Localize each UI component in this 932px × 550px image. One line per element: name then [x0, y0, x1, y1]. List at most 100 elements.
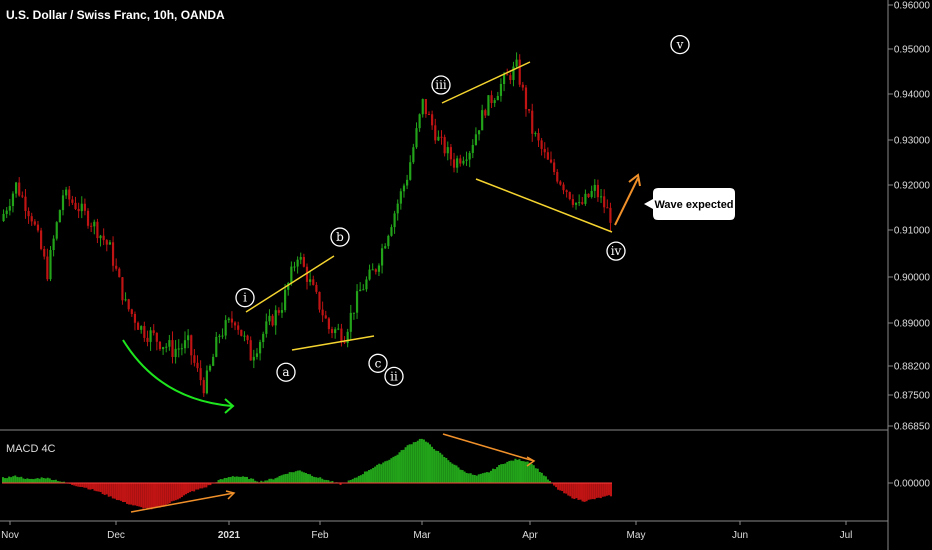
candle-body: [8, 206, 11, 211]
macd-histogram-bar: [398, 452, 401, 483]
candle-body: [99, 235, 102, 239]
candle-body: [102, 235, 105, 241]
candle-body: [540, 140, 543, 149]
macd-histogram-bar: [481, 473, 484, 483]
candle-body: [334, 329, 337, 334]
green-curved-arrow: [122, 339, 233, 407]
wave-label-circle: [384, 366, 404, 387]
candle-body: [287, 282, 290, 290]
candle-body: [565, 190, 568, 193]
macd-histogram-bar: [154, 483, 157, 509]
candle-body: [124, 299, 127, 301]
macd-histogram-bar: [34, 478, 37, 483]
candle-body: [593, 184, 596, 191]
macd-histogram-bar: [6, 478, 9, 483]
candle-body: [55, 222, 58, 239]
macd-histogram-bar: [16, 476, 19, 483]
macd-histogram-bar: [294, 471, 297, 483]
wave-label-text: c: [375, 356, 382, 370]
price-tick-label: 0.93000: [894, 136, 931, 147]
macd-histogram-bar: [264, 480, 267, 483]
candle-body: [484, 110, 487, 116]
wave-expected-callout: Wave expected: [644, 188, 735, 220]
macd-histogram-bar: [439, 452, 442, 483]
macd-histogram-bar: [463, 471, 466, 483]
macd-histogram-bar: [205, 483, 208, 488]
candle-body: [418, 114, 421, 129]
macd-histogram-bar: [38, 478, 41, 483]
wave-label-iii: iii: [431, 75, 451, 95]
wave-label-text: b: [336, 230, 344, 244]
macd-histogram-bar: [445, 457, 448, 483]
macd-histogram-bar: [239, 476, 242, 483]
candle-body: [299, 257, 302, 260]
macd-histogram-bar: [530, 463, 533, 483]
macd-histogram-bar: [109, 483, 112, 497]
macd-histogram-bar: [457, 467, 460, 483]
macd-histogram-bar: [555, 483, 558, 488]
candle-body: [96, 221, 99, 239]
macd-histogram-bar: [119, 483, 122, 501]
macd-histogram-bar: [217, 480, 220, 483]
candle-body: [440, 136, 443, 138]
time-tick-label: May: [627, 530, 646, 541]
candle-body: [215, 336, 218, 357]
candle-body: [312, 279, 315, 285]
macd-histogram-bar: [266, 480, 269, 483]
macd-histogram-bar: [363, 471, 366, 483]
candle-body: [346, 331, 349, 344]
macd-histogram-bar: [32, 479, 35, 483]
candle-body: [534, 133, 537, 135]
time-tick-label: Jul: [840, 530, 853, 541]
candle-body: [5, 210, 8, 214]
macd-histogram-bar: [91, 483, 94, 490]
macd-histogram-bar: [10, 477, 13, 483]
candle-body: [227, 318, 230, 321]
candle-body: [133, 313, 137, 323]
macd-histogram-bar: [327, 480, 330, 483]
macd-histogram-bar: [526, 461, 529, 483]
macd-histogram-bar: [191, 483, 194, 492]
macd-histogram-bar: [231, 476, 234, 483]
macd-histogram-bar: [524, 461, 527, 483]
macd-histogram-bar: [304, 472, 307, 483]
candle-body: [158, 341, 162, 350]
candle-body: [152, 330, 155, 333]
macd-histogram-bar: [144, 483, 147, 508]
macd-histogram-bar: [422, 439, 425, 483]
macd-histogram-bar: [197, 483, 200, 490]
candle-body: [324, 315, 327, 319]
macd-histogram-bar: [172, 483, 175, 501]
macd-divergence-line: [442, 433, 535, 462]
price-tick-label: 0.90000: [894, 273, 931, 284]
macd-histogram-bar: [290, 472, 293, 483]
macd-histogram-bar: [307, 474, 310, 483]
macd-histogram-bar: [46, 477, 49, 483]
candle-body: [368, 269, 371, 280]
macd-histogram-bar: [426, 442, 429, 483]
macd-histogram-bar: [158, 483, 161, 508]
macd-histogram-bar: [195, 483, 198, 490]
macd-histogram-bar: [431, 446, 434, 483]
candle-body: [487, 95, 490, 116]
macd-histogram-bar: [376, 464, 379, 483]
macd-histogram-bar: [203, 483, 206, 488]
macd-histogram-bar: [30, 478, 33, 483]
macd-histogram-bar: [146, 483, 149, 510]
macd-histogram-bar: [461, 470, 464, 483]
price-tick-label: 0.88200: [894, 362, 931, 373]
macd-histogram-bar: [317, 477, 320, 483]
macd-histogram-bar: [339, 483, 342, 485]
macd-histogram-bar: [490, 470, 493, 483]
macd-histogram-bar: [311, 475, 314, 483]
macd-histogram-bar: [302, 472, 305, 483]
macd-histogram-bar: [386, 460, 389, 483]
candle-body: [33, 221, 36, 225]
candle-body: [305, 266, 309, 282]
macd-histogram-bar: [44, 478, 47, 483]
candle-body: [471, 144, 474, 153]
macd-histogram-bar: [209, 483, 212, 486]
macd-histogram-bar: [79, 483, 82, 487]
macd-histogram-bar: [60, 481, 63, 483]
price-tick-label: 0.87500: [894, 391, 931, 402]
